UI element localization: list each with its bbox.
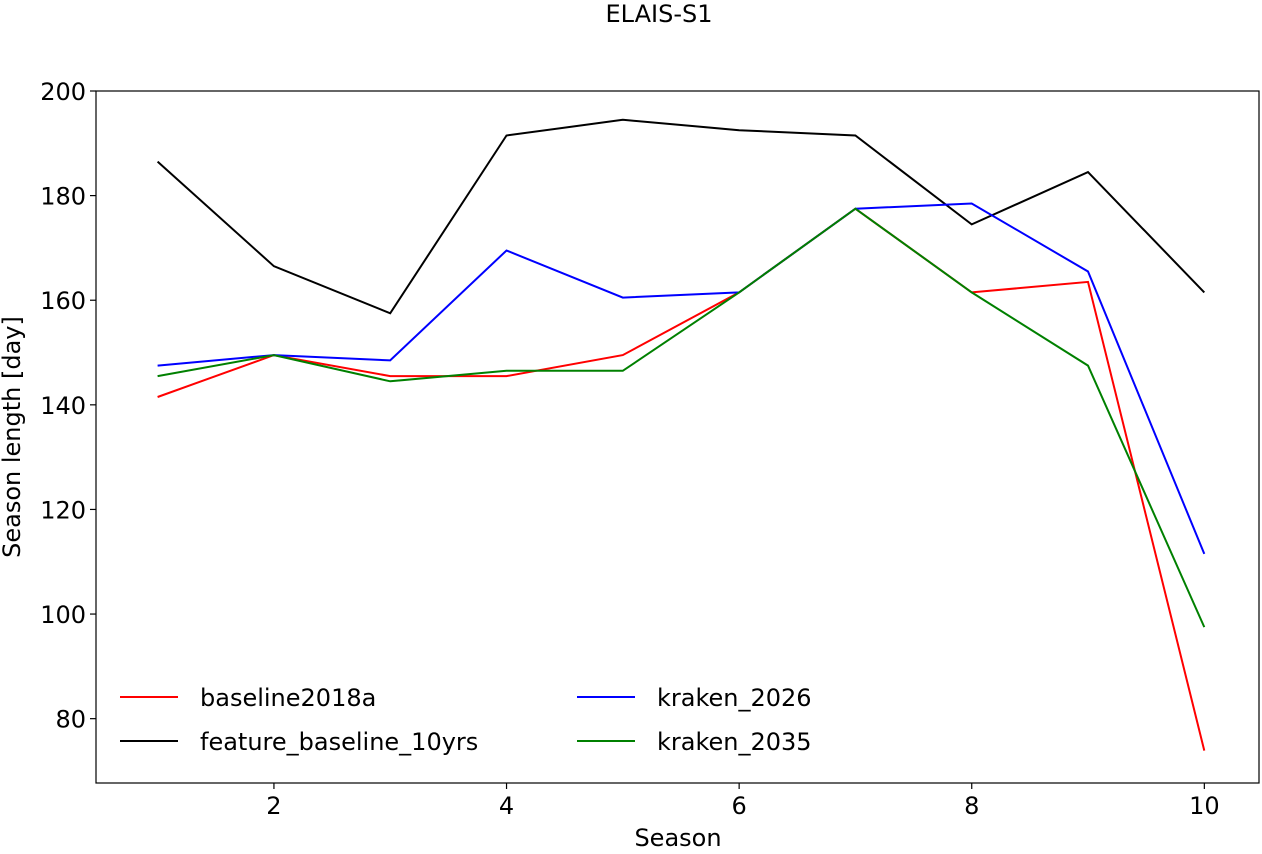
x-tick-label: 2 [266,792,281,820]
plot-area [156,118,1206,751]
y-tick-label: 140 [40,392,86,420]
legend-label-kraken_2035: kraken_2035 [657,728,812,756]
x-tick-label: 8 [964,792,979,820]
y-axis-label: Season length [day] [0,316,26,558]
series-line-feature_baseline_10yrs [156,118,1206,315]
y-tick-label: 100 [40,601,86,629]
legend: baseline2018a feature_baseline_10yrs krake… [120,684,812,756]
y-axis-ticks: 80 100 120 140 160 180 200 [40,78,96,734]
series-line-kraken_2026 [157,202,1206,555]
legend-label-kraken_2026: kraken_2026 [657,684,812,712]
legend-label-baseline2018a: baseline2018a [200,684,376,712]
plot-frame [95,90,1260,784]
series-line-baseline2018a [157,207,1206,751]
chart-title: ELAIS-S1 [606,0,713,28]
x-axis-ticks: 2 4 6 8 10 [266,783,1220,820]
x-tick-label: 6 [731,792,746,820]
x-tick-label: 4 [499,792,514,820]
x-axis-label: Season [634,824,721,852]
y-tick-label: 80 [55,706,86,734]
y-tick-label: 120 [40,496,86,524]
y-tick-label: 200 [40,78,86,106]
legend-label-feature_baseline_10yrs: feature_baseline_10yrs [200,728,478,756]
series-line-kraken_2035 [157,207,1206,628]
y-tick-label: 160 [40,287,86,315]
y-tick-label: 180 [40,183,86,211]
x-tick-label: 10 [1189,792,1220,820]
